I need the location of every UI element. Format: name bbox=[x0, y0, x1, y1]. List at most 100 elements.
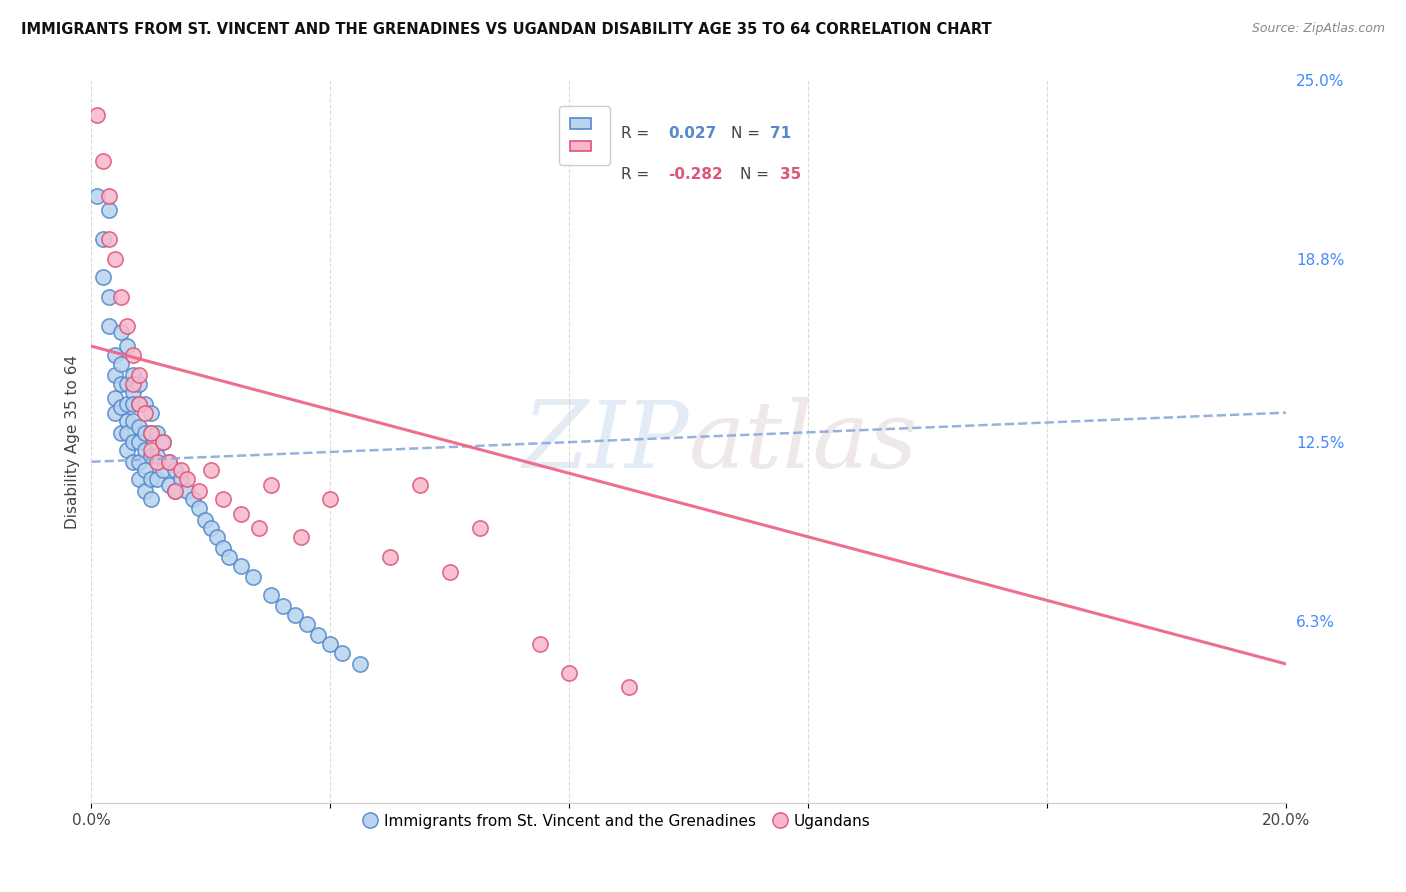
Point bbox=[104, 348, 127, 362]
Point bbox=[349, 657, 371, 671]
Text: R =: R = bbox=[621, 167, 654, 182]
Text: ZIP: ZIP bbox=[522, 397, 689, 486]
Point bbox=[307, 628, 329, 642]
Point bbox=[122, 434, 145, 449]
Point bbox=[115, 376, 138, 391]
Point bbox=[200, 521, 222, 535]
Text: N =: N = bbox=[731, 126, 765, 141]
Point bbox=[115, 414, 138, 428]
Point bbox=[128, 472, 150, 486]
Point bbox=[110, 376, 132, 391]
Point bbox=[181, 492, 204, 507]
Point bbox=[115, 443, 138, 458]
Point bbox=[134, 443, 156, 458]
Point bbox=[128, 397, 150, 411]
Point bbox=[242, 570, 264, 584]
Point bbox=[558, 665, 581, 680]
Point bbox=[134, 397, 156, 411]
Point bbox=[409, 478, 432, 492]
Point bbox=[122, 348, 145, 362]
Legend: Immigrants from St. Vincent and the Grenadines, Ugandans: Immigrants from St. Vincent and the Gren… bbox=[357, 807, 877, 835]
Point bbox=[115, 318, 138, 333]
Point bbox=[98, 189, 121, 203]
Point bbox=[115, 339, 138, 353]
Point bbox=[439, 565, 461, 579]
Point bbox=[115, 425, 138, 440]
Point bbox=[146, 472, 169, 486]
Point bbox=[229, 507, 252, 521]
Point bbox=[211, 541, 233, 556]
Point bbox=[200, 463, 222, 477]
Point bbox=[141, 492, 163, 507]
Text: IMMIGRANTS FROM ST. VINCENT AND THE GRENADINES VS UGANDAN DISABILITY AGE 35 TO 6: IMMIGRANTS FROM ST. VINCENT AND THE GREN… bbox=[21, 22, 991, 37]
Point bbox=[98, 203, 121, 218]
Point bbox=[104, 252, 127, 267]
Point bbox=[176, 483, 198, 498]
Point bbox=[163, 463, 186, 477]
Point bbox=[134, 463, 156, 477]
Point bbox=[295, 616, 318, 631]
Point bbox=[468, 521, 491, 535]
Point bbox=[157, 455, 180, 469]
Point bbox=[110, 425, 132, 440]
Point bbox=[128, 368, 150, 382]
Point bbox=[332, 646, 354, 660]
Point bbox=[529, 637, 551, 651]
Point bbox=[141, 449, 163, 463]
Point bbox=[128, 376, 150, 391]
Point bbox=[128, 420, 150, 434]
Point bbox=[104, 368, 127, 382]
Point bbox=[163, 483, 186, 498]
Point bbox=[146, 425, 169, 440]
Point bbox=[188, 483, 211, 498]
Point bbox=[194, 512, 217, 526]
Point bbox=[122, 414, 145, 428]
Point bbox=[141, 443, 163, 458]
Point bbox=[205, 530, 228, 544]
Text: 0.027: 0.027 bbox=[669, 126, 717, 141]
Point bbox=[110, 357, 132, 371]
Point bbox=[93, 232, 115, 246]
Point bbox=[152, 434, 174, 449]
Point bbox=[319, 637, 342, 651]
Point bbox=[259, 478, 281, 492]
Point bbox=[122, 368, 145, 382]
Text: Source: ZipAtlas.com: Source: ZipAtlas.com bbox=[1251, 22, 1385, 36]
Point bbox=[211, 492, 233, 507]
Point bbox=[146, 455, 169, 469]
Text: 71: 71 bbox=[770, 126, 792, 141]
Point bbox=[176, 472, 198, 486]
Point bbox=[157, 478, 180, 492]
Point bbox=[259, 588, 281, 602]
Point bbox=[110, 290, 132, 304]
Point bbox=[380, 550, 402, 565]
Point bbox=[141, 472, 163, 486]
Point bbox=[170, 463, 193, 477]
Point bbox=[86, 189, 108, 203]
Point bbox=[98, 318, 121, 333]
Point bbox=[141, 425, 163, 440]
Point bbox=[290, 530, 312, 544]
Point bbox=[284, 607, 307, 622]
Point bbox=[170, 472, 193, 486]
Point bbox=[122, 397, 145, 411]
Point bbox=[152, 463, 174, 477]
Point bbox=[110, 400, 132, 414]
Point bbox=[218, 550, 240, 565]
Text: R =: R = bbox=[621, 126, 654, 141]
Text: -0.282: -0.282 bbox=[669, 167, 723, 182]
Point bbox=[122, 385, 145, 400]
Text: 35: 35 bbox=[780, 167, 801, 182]
Point bbox=[141, 425, 163, 440]
Point bbox=[247, 521, 270, 535]
Point bbox=[122, 376, 145, 391]
Point bbox=[128, 397, 150, 411]
Point bbox=[152, 434, 174, 449]
Point bbox=[141, 406, 163, 420]
Point bbox=[619, 680, 641, 694]
Point bbox=[229, 558, 252, 573]
Point bbox=[93, 154, 115, 169]
Point bbox=[93, 269, 115, 284]
Point bbox=[146, 449, 169, 463]
Point bbox=[134, 483, 156, 498]
